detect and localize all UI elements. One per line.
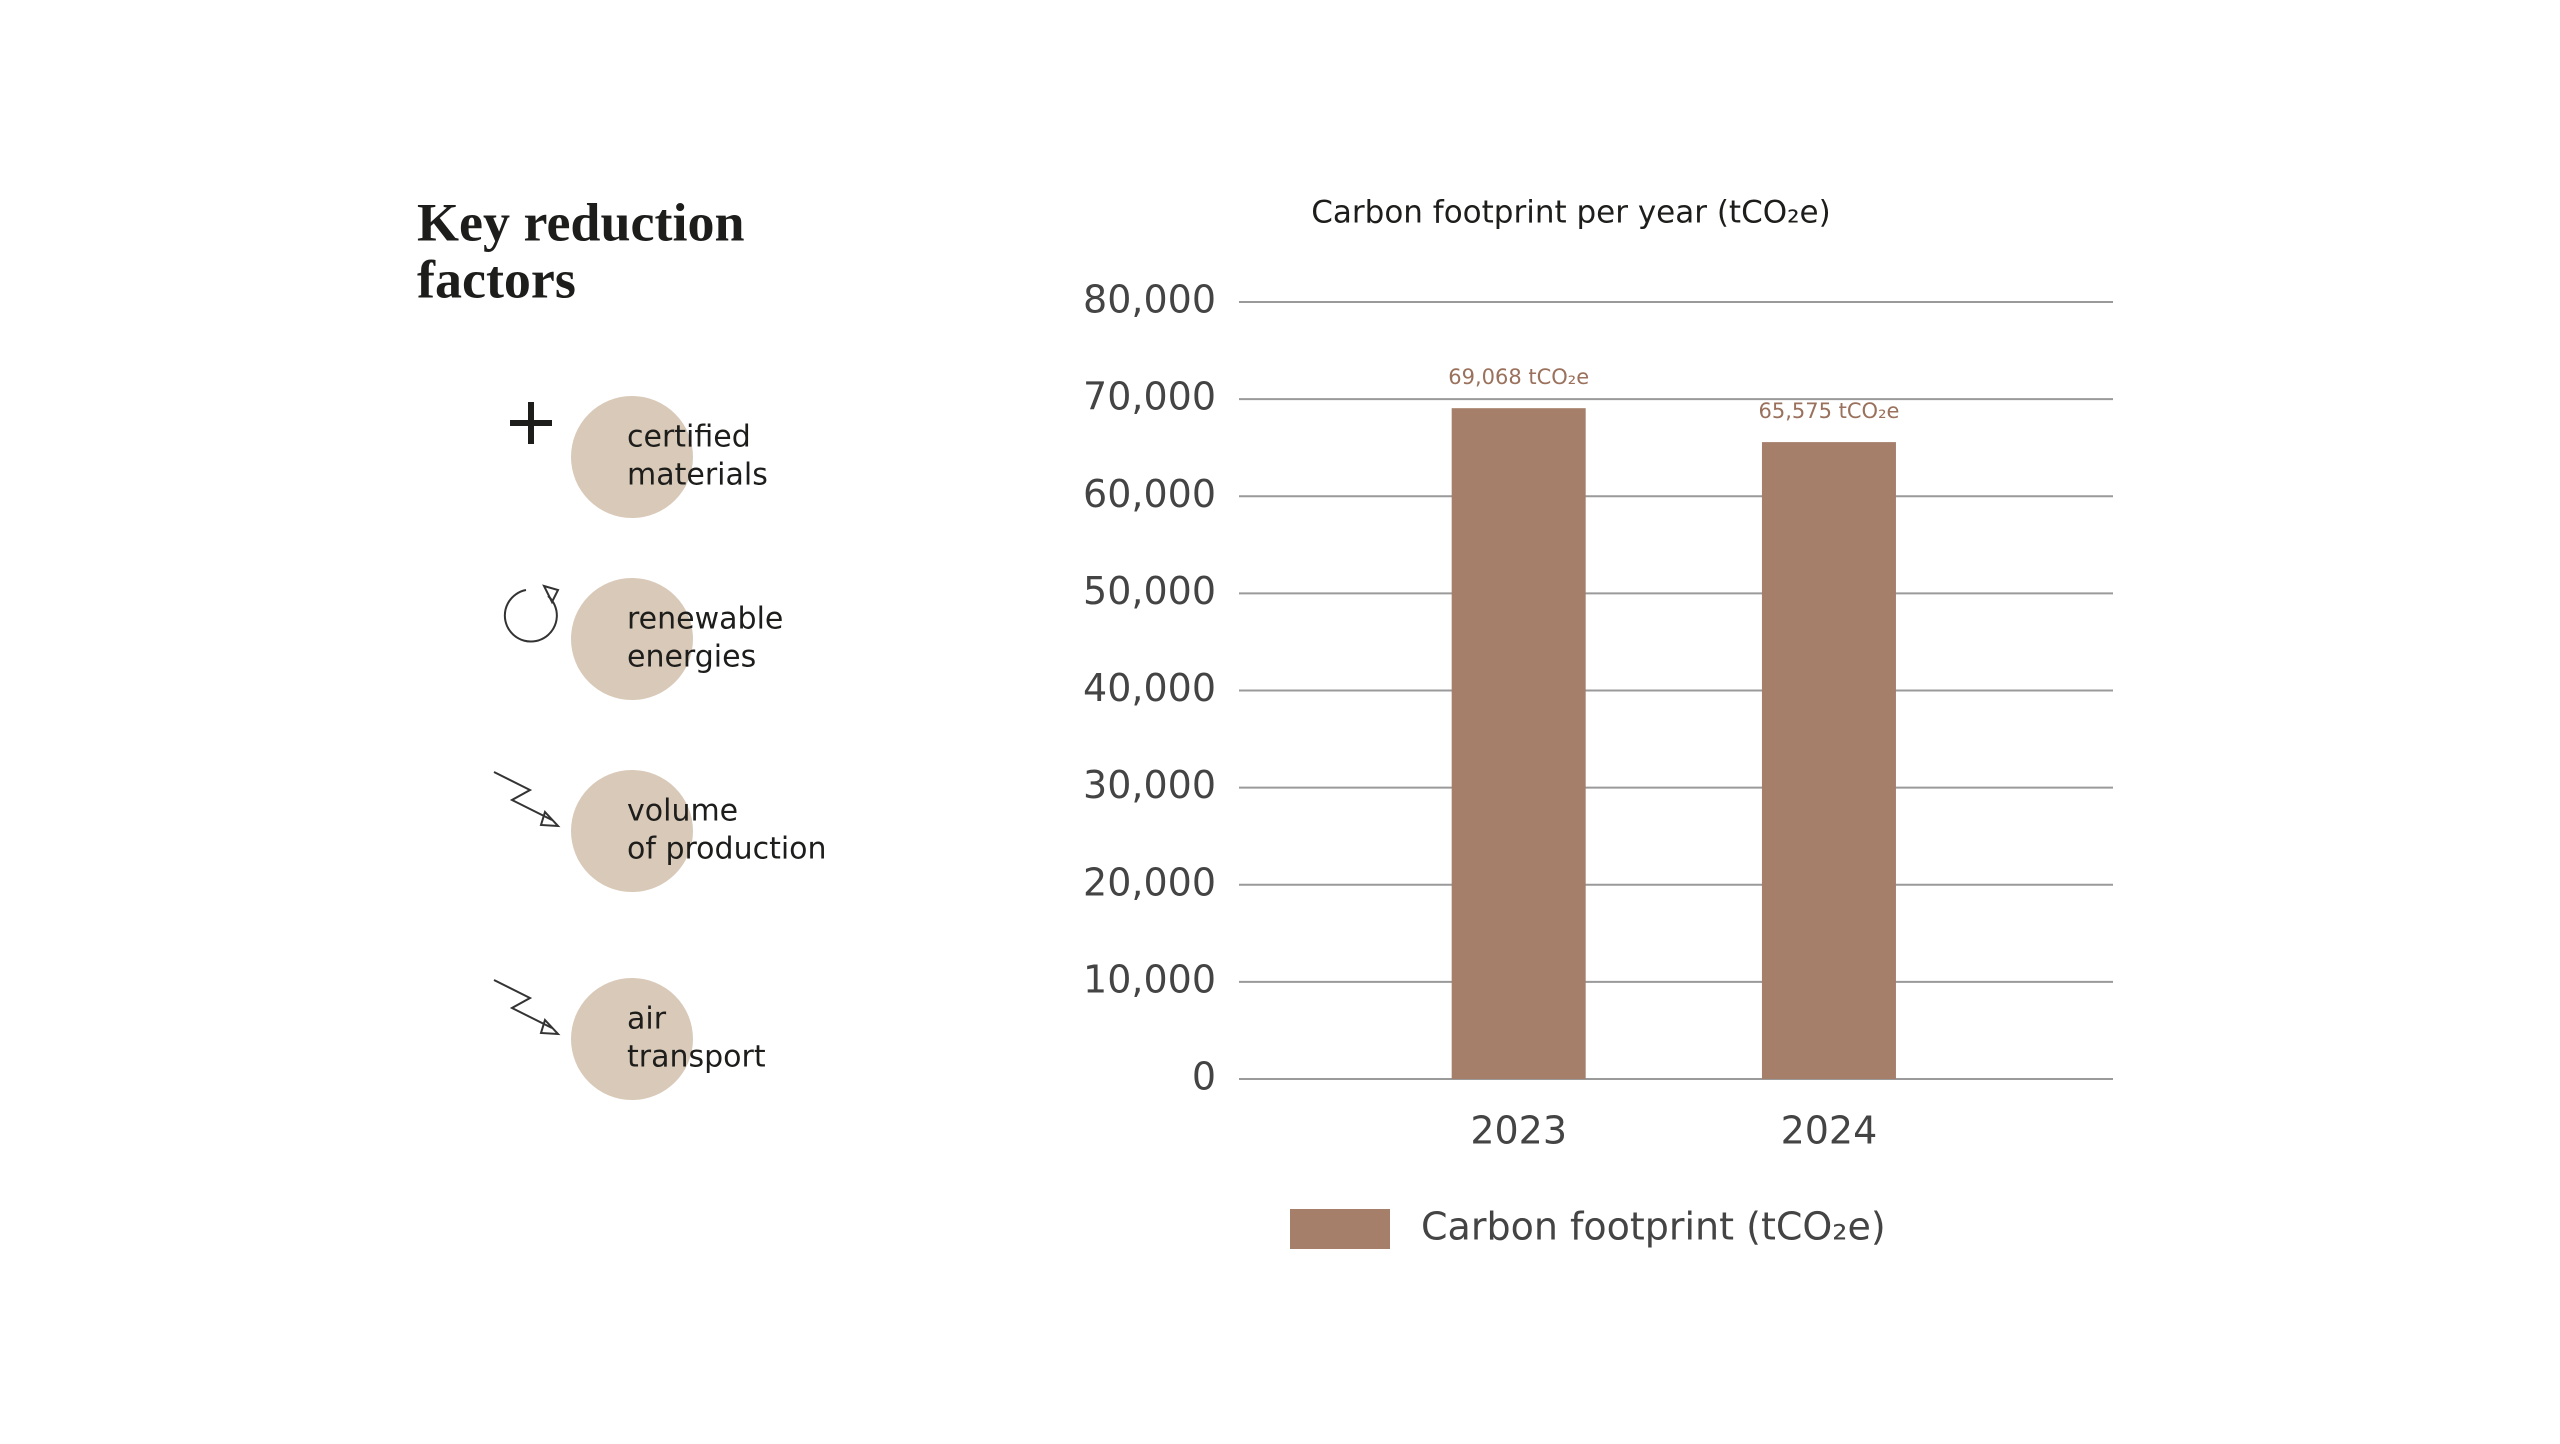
x-tick-label: 2023 xyxy=(1470,1109,1567,1153)
heading-line: factors xyxy=(417,249,576,309)
legend-label: Carbon footprint (tCO₂e) xyxy=(1421,1205,1886,1249)
plus-icon xyxy=(510,402,552,444)
factor-label: materials xyxy=(627,458,768,493)
y-tick-label: 30,000 xyxy=(1083,763,1216,807)
factor-label: of production xyxy=(627,832,827,867)
x-tick-label: 2024 xyxy=(1781,1109,1878,1153)
legend-swatch xyxy=(1290,1209,1390,1249)
factor-label: certified xyxy=(627,420,751,455)
y-tick-label: 80,000 xyxy=(1083,278,1216,322)
y-tick-label: 70,000 xyxy=(1083,375,1216,419)
bar xyxy=(1761,442,1896,1080)
factor-label: volume xyxy=(627,794,738,829)
heading-line: Key reduction xyxy=(417,192,744,252)
y-tick-label: 10,000 xyxy=(1083,957,1216,1001)
decrease-icon xyxy=(493,771,561,828)
factor-circle xyxy=(571,578,693,700)
y-tick-label: 0 xyxy=(1192,1055,1216,1099)
factor-circle xyxy=(571,396,693,518)
factor-circle xyxy=(571,770,693,892)
cycle-icon xyxy=(503,584,560,643)
y-tick-label: 40,000 xyxy=(1083,666,1216,710)
decrease-icon xyxy=(493,979,561,1036)
factor-label: transport xyxy=(627,1040,766,1075)
factor-circle xyxy=(571,978,693,1100)
value-label: 69,068 tCO₂e xyxy=(1448,365,1589,389)
y-tick-label: 60,000 xyxy=(1083,472,1216,516)
factor-label: energies xyxy=(627,640,756,675)
bar xyxy=(1451,408,1586,1079)
value-label: 65,575 tCO₂e xyxy=(1758,399,1899,423)
factor-label: renewable xyxy=(627,602,783,637)
chart-title: Carbon footprint per year (tCO₂e) xyxy=(1311,195,1830,231)
y-tick-label: 20,000 xyxy=(1083,860,1216,904)
y-tick-label: 50,000 xyxy=(1083,569,1216,613)
factor-label: air xyxy=(627,1002,667,1037)
